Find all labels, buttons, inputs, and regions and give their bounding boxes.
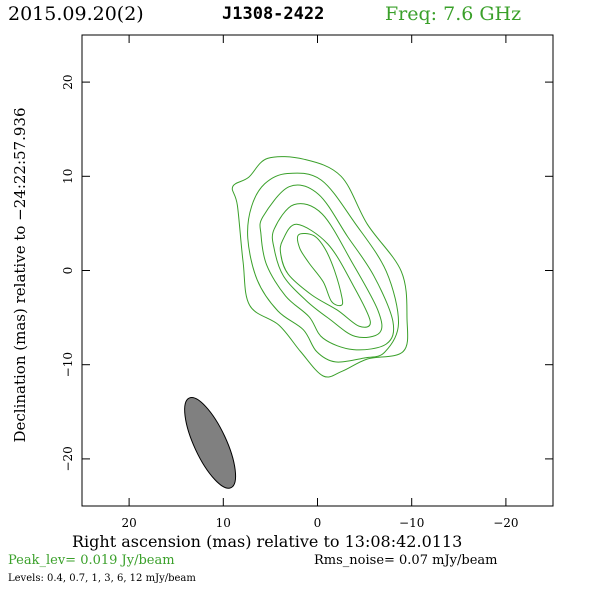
y-tick-label: 20 <box>61 74 75 89</box>
contour-levels: Levels: 0.4, 0.7, 1, 3, 6, 12 mJy/beam <box>8 573 196 584</box>
x-tick-labels: 20 10 0 −10 −20 <box>121 516 518 530</box>
y-tick-label: −20 <box>61 446 75 471</box>
plot-frame <box>81 34 554 507</box>
x-tick-label: 20 <box>121 516 136 530</box>
contour-level <box>271 203 383 338</box>
y-axis-label-wrap: Declination (mas) relative to −24:22:57.… <box>8 70 32 480</box>
beam-ellipse-group <box>184 397 237 489</box>
axis-ticks <box>82 35 553 506</box>
observation-date: 2015.09.20(2) <box>8 3 144 25</box>
y-tick-label: 0 <box>61 267 75 275</box>
y-tick-label: 10 <box>61 169 75 184</box>
frequency-label: Freq: 7.6 GHz <box>385 3 522 25</box>
rms-noise: Rms_noise= 0.07 mJy/beam <box>314 553 498 568</box>
contour-level <box>247 172 400 363</box>
x-tick-label: −20 <box>493 516 518 530</box>
x-tick-label: 10 <box>216 516 231 530</box>
x-tick-label: −10 <box>399 516 424 530</box>
y-tick-label: −10 <box>61 352 75 377</box>
peak-level: Peak_lev= 0.019 Jy/beam <box>8 553 175 568</box>
contour-level <box>231 156 409 378</box>
y-tick-labels: 20 10 0 −10 −20 <box>61 74 75 471</box>
x-axis-label: Right ascension (mas) relative to 13:08:… <box>72 532 463 551</box>
source-name: J1308-2422 <box>222 4 325 24</box>
contour-level <box>259 184 395 351</box>
contour-lines <box>231 156 409 378</box>
y-axis-label: Declination (mas) relative to −24:22:57.… <box>11 107 29 443</box>
contour-level <box>279 223 371 328</box>
beam-ellipse <box>184 397 237 489</box>
contour-level <box>296 232 344 307</box>
x-tick-label: 0 <box>314 516 322 530</box>
